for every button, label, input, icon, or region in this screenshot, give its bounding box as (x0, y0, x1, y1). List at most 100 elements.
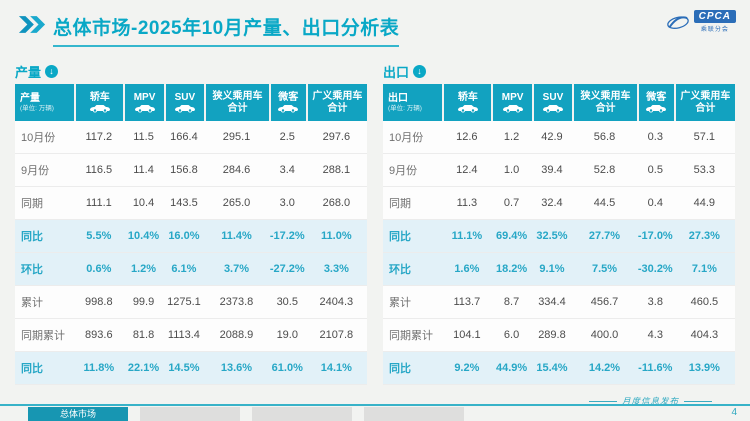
row-label: 10月份 (383, 121, 443, 154)
table-cell: 14.5% (163, 352, 205, 385)
table-cell: 460.5 (673, 286, 735, 319)
footer-divider (0, 404, 750, 406)
footer-tab-0[interactable]: 总体市场 (28, 407, 128, 421)
production-table: 产量 (单位: 万辆) 轿车 MPV SUV 狭义乘用车 合计 微客 广义乘用车 合计 10月份… (15, 84, 367, 385)
tables-container: 产量 ↓ 产量 (单位: 万辆) 轿车 MPV SUV 狭义乘用车 合计 微客 广义乘用车 合… (15, 62, 735, 385)
table-row: 累计 998.8 99.9 1275.1 2373.8 30.5 2404.3 (15, 286, 367, 319)
table-title-cell: 出口 (单位: 万辆) (383, 84, 443, 121)
car-icon (646, 105, 667, 113)
table-row: 10月份 117.2 11.5 166.4 295.1 2.5 297.6 (15, 121, 367, 154)
double-chevron-icon (18, 16, 46, 33)
table-cell: 113.7 (442, 286, 492, 319)
row-label: 同比 (383, 352, 443, 385)
table-cell: 104.1 (442, 319, 492, 352)
table-cell: 7.1% (673, 253, 735, 286)
table-cell: 2088.9 (204, 319, 269, 352)
table-row: 同期累计 104.1 6.0 289.8 400.0 4.3 404.3 (383, 319, 735, 352)
column-header: MPV (491, 84, 532, 121)
table-row: 同比 11.1% 69.4% 32.5% 27.7% -17.0% 27.3% (383, 220, 735, 253)
table-cell: 44.9 (673, 187, 735, 220)
row-label: 环比 (15, 253, 75, 286)
table-cell: 32.5% (531, 220, 573, 253)
table-cell: 6.0 (491, 319, 532, 352)
table-cell: -17.2% (268, 220, 306, 253)
table-cell: 111.1 (74, 187, 124, 220)
footer-note-text: 月度信息发布 (621, 396, 679, 406)
table-cell: 44.9% (491, 352, 532, 385)
table-cell: 69.4% (491, 220, 532, 253)
table-row: 同比 11.8% 22.1% 14.5% 13.6% 61.0% 14.1% (15, 352, 367, 385)
table-cell: 9.2% (442, 352, 492, 385)
table-cell: 3.7% (204, 253, 269, 286)
table-cell: 284.6 (204, 154, 269, 187)
footer-tab-3[interactable] (364, 407, 464, 421)
table-row: 环比 0.6% 1.2% 6.1% 3.7% -27.2% 3.3% (15, 253, 367, 286)
table-row: 同期 11.3 0.7 32.4 44.5 0.4 44.9 (383, 187, 735, 220)
page-number: 4 (731, 407, 737, 418)
table-cell: 27.3% (673, 220, 735, 253)
table-cell: 0.4 (636, 187, 674, 220)
export-section-header: 出口 ↓ (383, 62, 735, 80)
table-cell: 404.3 (673, 319, 735, 352)
header: 总体市场-2025年10月产量、出口分析表 (18, 13, 400, 47)
production-section: 产量 ↓ 产量 (单位: 万辆) 轿车 MPV SUV 狭义乘用车 合计 微客 广义乘用车 合… (15, 62, 367, 385)
table-cell: 3.0 (268, 187, 306, 220)
cpca-swoosh-icon (666, 15, 689, 29)
footer-tab-2[interactable] (252, 407, 352, 421)
table-cell: 265.0 (204, 187, 269, 220)
table-cell: 9.1% (531, 253, 573, 286)
table-row: 同期 111.1 10.4 143.5 265.0 3.0 268.0 (15, 187, 367, 220)
car-icon (278, 105, 299, 113)
table-cell: 4.3 (636, 319, 674, 352)
row-label: 同比 (15, 220, 75, 253)
table-cell: 7.5% (572, 253, 637, 286)
column-header: 轿车 (442, 84, 492, 121)
table-cell: 53.3 (673, 154, 735, 187)
table-cell: 11.5 (123, 121, 164, 154)
table-row: 同期累计 893.6 81.8 1113.4 2088.9 19.0 2107.8 (15, 319, 367, 352)
table-cell: 1.0 (491, 154, 532, 187)
table-cell: 3.3% (305, 253, 367, 286)
table-cell: 13.6% (204, 352, 269, 385)
table-cell: 288.1 (305, 154, 367, 187)
table-cell: 1275.1 (163, 286, 205, 319)
table-cell: 0.6% (74, 253, 124, 286)
table-cell: 14.1% (305, 352, 367, 385)
column-header: 广义乘用车 合计 (305, 84, 367, 121)
table-cell: 22.1% (123, 352, 164, 385)
table-cell: 268.0 (305, 187, 367, 220)
car-icon (457, 105, 478, 113)
table-cell: 116.5 (74, 154, 124, 187)
table-cell: 10.4 (123, 187, 164, 220)
unit-note: (单位: 万辆) (20, 105, 54, 113)
column-header: 狭义乘用车 合计 (204, 84, 269, 121)
table-cell: 2107.8 (305, 319, 367, 352)
table-cell: 0.7 (491, 187, 532, 220)
table-cell: 893.6 (74, 319, 124, 352)
row-label: 累计 (15, 286, 75, 319)
column-header: 狭义乘用车 合计 (572, 84, 637, 121)
export-label: 出口 (383, 64, 410, 80)
table-cell: 15.4% (531, 352, 573, 385)
column-header: MPV (123, 84, 164, 121)
export-section: 出口 ↓ 出口 (单位: 万辆) 轿车 MPV SUV 狭义乘用车 合计 微客 广义乘用车 合… (383, 62, 735, 385)
footer-tab-1[interactable] (140, 407, 240, 421)
production-label: 产量 (15, 64, 42, 80)
unit-note: (单位: 万辆) (388, 105, 422, 113)
table-cell: 39.4 (531, 154, 573, 187)
table-cell: 3.8 (636, 286, 674, 319)
car-icon (502, 105, 523, 113)
cpca-logo: CPCA 乘联分会 (665, 10, 736, 33)
table-title: 出口 (388, 92, 408, 104)
column-header: 微客 (636, 84, 674, 121)
table-cell: 1.2 (491, 121, 532, 154)
table-cell: 32.4 (531, 187, 573, 220)
row-label: 累计 (383, 286, 443, 319)
table-cell: 13.9% (673, 352, 735, 385)
row-label: 9月份 (383, 154, 443, 187)
table-row: 同比 5.5% 10.4% 16.0% 11.4% -17.2% 11.0% (15, 220, 367, 253)
table-cell: 166.4 (163, 121, 205, 154)
production-section-header: 产量 ↓ (15, 62, 367, 80)
logo-subtitle: 乘联分会 (700, 27, 729, 33)
table-row: 环比 1.6% 18.2% 9.1% 7.5% -30.2% 7.1% (383, 253, 735, 286)
